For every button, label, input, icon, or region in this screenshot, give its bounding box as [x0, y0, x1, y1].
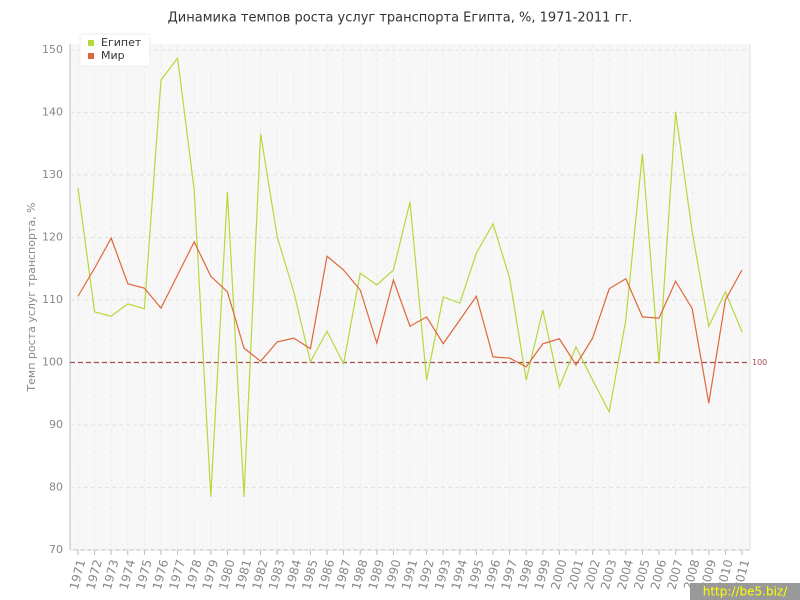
series-line: [77, 236, 743, 404]
watermark: http://be5.biz/: [703, 585, 788, 599]
chart-title: Динамика темпов роста услуг транспорта Е…: [168, 11, 633, 26]
watermark-bg: [690, 583, 800, 600]
y-tick-label: 130: [42, 168, 63, 181]
legend-swatch: [88, 53, 94, 59]
y-tick-label: 120: [42, 231, 63, 244]
legend-box: [79, 33, 151, 67]
series-line: [77, 56, 743, 497]
y-tick-label: 140: [42, 106, 63, 119]
legend-swatch: [88, 40, 94, 46]
y-tick-label: 110: [42, 293, 63, 306]
y-tick-label: 70: [49, 543, 63, 556]
y-tick-label: 150: [42, 43, 63, 56]
legend-label: Мир: [101, 49, 125, 62]
y-tick-label: 80: [49, 481, 63, 494]
y-tick-label: 90: [49, 418, 63, 431]
reference-label: 100: [752, 358, 767, 367]
y-axis-label: Темп роста услуг транспорта, %: [25, 202, 38, 392]
y-tick-label: 100: [42, 356, 63, 369]
legend-label: Египет: [101, 36, 142, 49]
